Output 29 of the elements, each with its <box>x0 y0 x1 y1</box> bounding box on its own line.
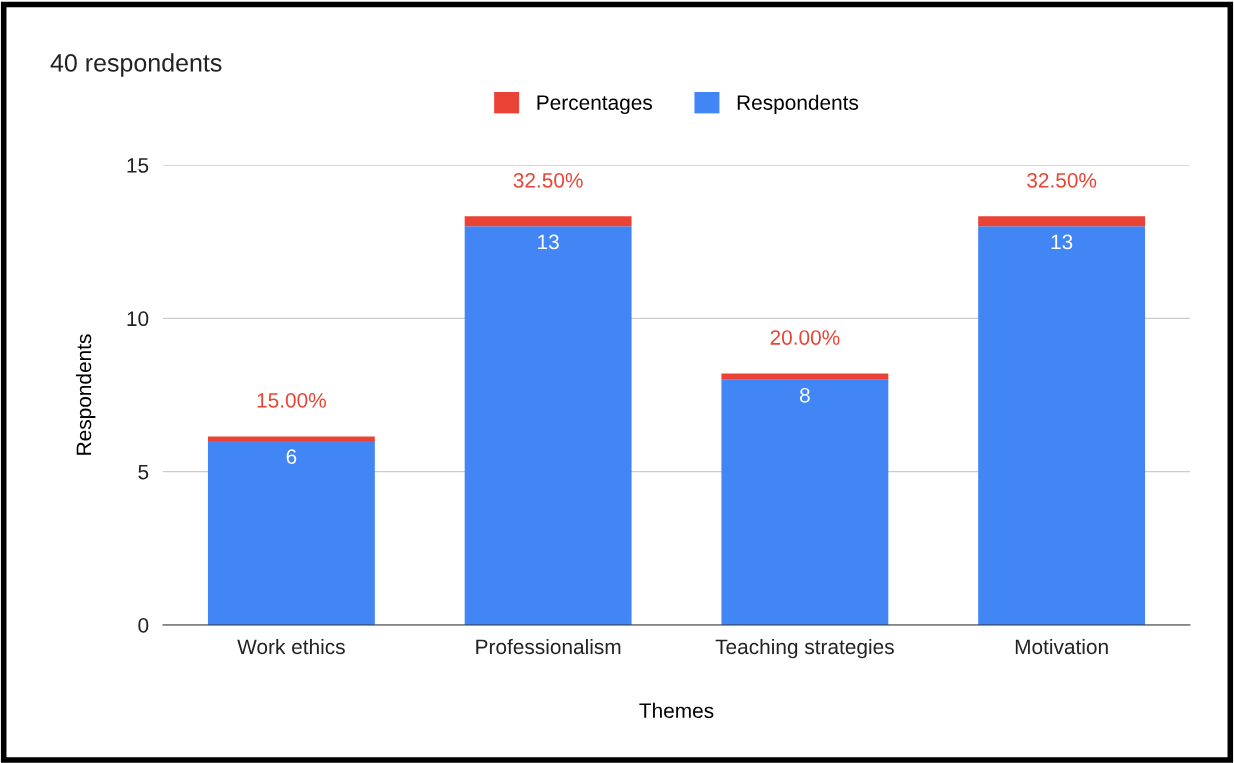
y-tick-label: 0 <box>138 618 149 633</box>
bar <box>978 226 1146 625</box>
bar <box>721 373 889 380</box>
data-label: 13 <box>538 234 559 250</box>
data-label: 8 <box>799 387 810 403</box>
bar <box>207 436 375 441</box>
y-tick-label: 10 <box>127 311 149 327</box>
data-label: 13 <box>1051 234 1073 250</box>
data-label: 32.50% <box>513 172 583 188</box>
chart-title: 40 respondents <box>50 53 222 77</box>
y-axis-title: Respondents <box>75 334 96 455</box>
data-label: 6 <box>286 449 297 464</box>
x-tick-label: Work ethics <box>237 638 345 655</box>
bar <box>207 441 375 625</box>
data-label: 15.00% <box>257 393 326 408</box>
x-tick-label: Motivation <box>1015 638 1108 655</box>
data-label: 20.00% <box>770 330 840 345</box>
x-tick-label: Professionalism <box>476 638 621 655</box>
data-label: 32.50% <box>1027 172 1097 188</box>
legend-label: Percentages <box>537 95 653 115</box>
y-tick-label: 15 <box>127 158 149 173</box>
bar <box>464 216 632 227</box>
bar <box>721 379 889 625</box>
bar <box>464 226 632 625</box>
legend-label: Respondents <box>737 94 859 115</box>
y-tick-label: 5 <box>138 464 149 480</box>
x-tick-label: Teaching strategies <box>715 638 894 659</box>
bar <box>978 216 1146 227</box>
x-axis-title: Themes <box>639 702 714 719</box>
